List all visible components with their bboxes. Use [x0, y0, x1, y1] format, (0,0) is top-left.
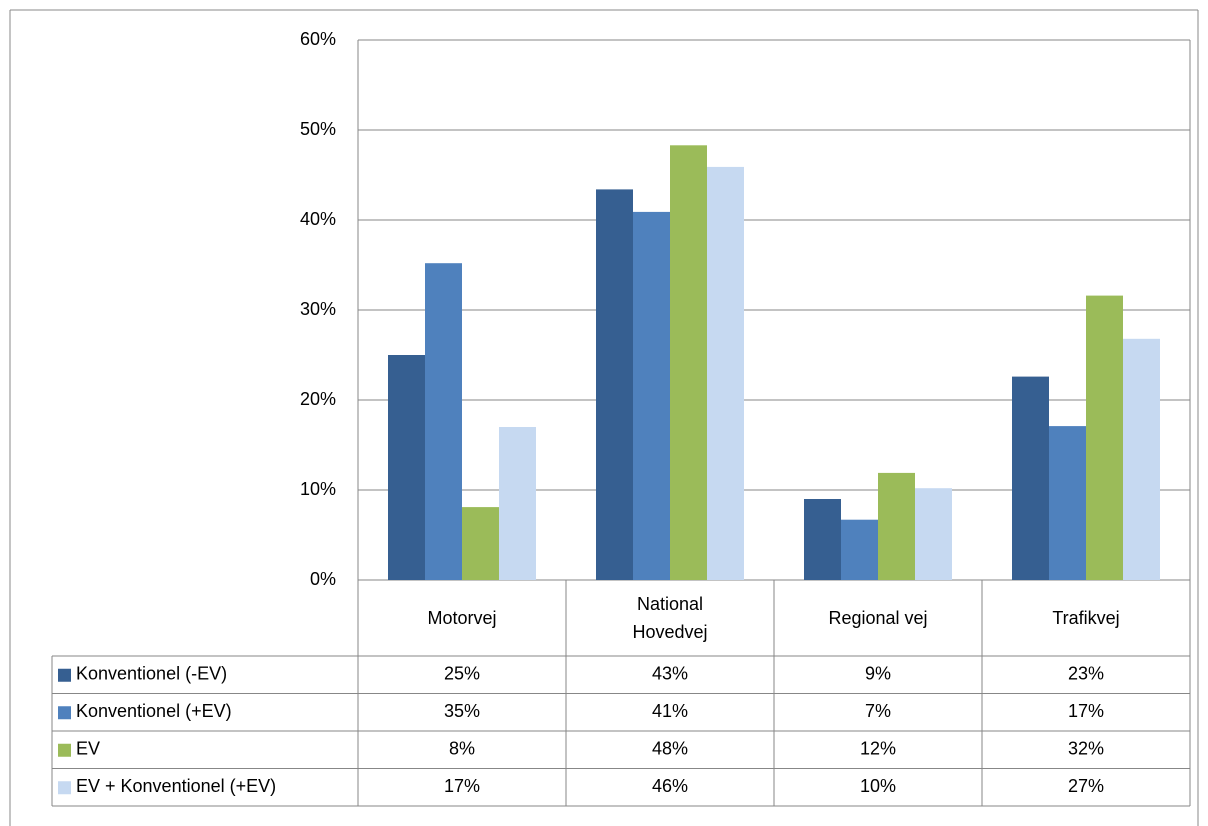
bar [1086, 295, 1123, 580]
bar [499, 427, 536, 580]
legend-swatch [58, 781, 71, 795]
legend-label: Konventionel (-EV) [76, 664, 227, 684]
y-tick-label: 40% [300, 209, 336, 229]
table-value: 8% [449, 739, 475, 759]
y-tick-label: 50% [300, 119, 336, 139]
bar [707, 166, 744, 580]
bar [841, 519, 878, 580]
y-tick-label: 0% [310, 569, 336, 589]
bar [1012, 376, 1049, 580]
x-tick-label: National Hovedvej [632, 594, 708, 642]
table-value: 27% [1068, 776, 1104, 796]
bar [388, 355, 425, 580]
table-value: 7% [865, 701, 891, 721]
bar [878, 472, 915, 580]
category-cell: Regional vej [774, 580, 982, 656]
table-value: 43% [652, 664, 688, 684]
legend-swatch [58, 743, 71, 757]
y-tick-label: 10% [300, 479, 336, 499]
x-tick-label: Regional vej [828, 608, 928, 628]
y-tick-label: 60% [300, 29, 336, 49]
legend-label: EV + Konventionel (+EV) [76, 776, 276, 796]
bar [596, 189, 633, 580]
table-value: 41% [652, 701, 688, 721]
table-value: 23% [1068, 664, 1104, 684]
legend-swatch [58, 706, 71, 720]
table-value: 25% [444, 664, 480, 684]
x-tick-label: Trafikvej [1052, 608, 1120, 628]
bar [804, 499, 841, 580]
table-value: 48% [652, 739, 688, 759]
category-cell: Motorvej [358, 580, 566, 656]
table-value: 32% [1068, 739, 1104, 759]
table-value: 17% [444, 776, 480, 796]
table-value: 17% [1068, 701, 1104, 721]
bar [1049, 426, 1086, 580]
table-value: 9% [865, 664, 891, 684]
bar [462, 507, 499, 580]
bar [670, 145, 707, 581]
category-cell: Motorvej [358, 580, 566, 656]
bar [633, 211, 670, 580]
table-value: 12% [860, 739, 896, 759]
table-value: 10% [860, 776, 896, 796]
y-tick-label: 30% [300, 299, 336, 319]
bar [425, 263, 462, 580]
category-cell: National Hovedvej [566, 580, 774, 656]
x-tick-label: Motorvej [427, 608, 497, 628]
category-cell: National Hovedvej [566, 580, 774, 656]
y-tick-label: 20% [300, 389, 336, 409]
bar [1123, 338, 1160, 580]
legend-swatch [58, 668, 71, 682]
category-cell: Trafikvej [982, 580, 1190, 656]
table-value: 35% [444, 701, 480, 721]
category-cell: Trafikvej [982, 580, 1190, 656]
table-value: 46% [652, 776, 688, 796]
legend-label: EV [76, 739, 100, 759]
category-cell: Regional vej [774, 580, 982, 656]
legend-label: Konventionel (+EV) [76, 701, 232, 721]
bar [915, 488, 952, 580]
